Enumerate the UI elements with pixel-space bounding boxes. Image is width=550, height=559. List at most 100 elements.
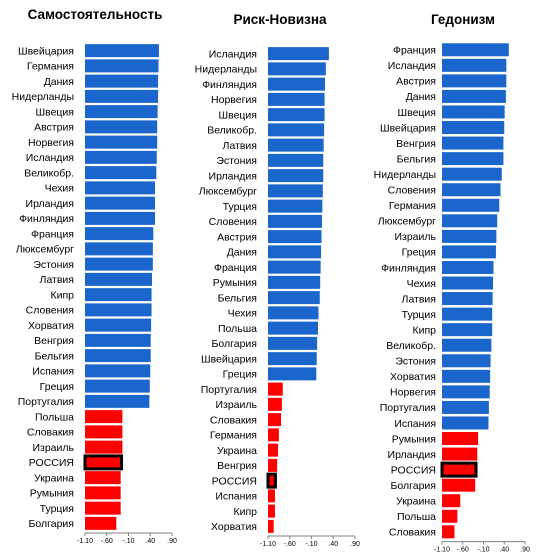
category-label: Германия [27, 61, 74, 73]
bar [268, 92, 325, 106]
bar [442, 89, 506, 103]
bar-highlighted [440, 461, 478, 478]
category-label: Чехия [407, 278, 436, 290]
x-tick-label: .90 [520, 547, 530, 554]
category-label: Греция [402, 247, 436, 259]
bar [268, 47, 329, 61]
category-label: Нидерланды [374, 169, 436, 181]
category-label: Швейцария [18, 45, 74, 57]
category-label: Швеция [219, 109, 258, 121]
category-label: Норвегия [211, 94, 257, 106]
category-label: Бельгия [218, 292, 257, 304]
category-label: Украина [34, 472, 74, 484]
category-label: Эстония [216, 155, 257, 167]
chart-title: Самостоятельность [28, 7, 163, 22]
bar [268, 489, 275, 503]
bar [85, 349, 151, 363]
bar [85, 288, 152, 302]
category-label: Польша [218, 323, 257, 335]
bar [85, 303, 152, 317]
bar [85, 150, 157, 164]
bar [268, 504, 275, 518]
x-tick-label: -.10 [305, 541, 317, 548]
bar [85, 471, 121, 485]
category-label: Словения [209, 216, 257, 228]
bar [442, 509, 458, 523]
bar [442, 323, 493, 337]
category-label: Португалия [18, 396, 74, 408]
category-label: Словения [388, 185, 436, 197]
bar [442, 121, 505, 135]
category-label: Израиль [215, 399, 257, 411]
bar [85, 486, 121, 500]
bar [268, 352, 317, 366]
category-label: Дания [406, 91, 436, 103]
category-label: Швеция [36, 106, 75, 118]
category-label: Венгрия [34, 335, 74, 347]
category-label: Великобр. [207, 125, 257, 137]
bar [268, 230, 322, 244]
category-label: РОССИЯ [212, 475, 257, 487]
bar [442, 167, 502, 181]
chart-panel-1: Самостоятельность Швейцария Германия Дания Н… [12, 7, 177, 545]
category-label: Турция [402, 309, 436, 321]
category-label: Ирландия [209, 170, 257, 182]
category-label: Испания [215, 491, 257, 503]
bar [268, 138, 324, 152]
category-label: Великобр. [24, 167, 74, 179]
x-tick-label: -.10 [477, 547, 489, 554]
bar [442, 354, 491, 368]
category-label: Украина [396, 496, 436, 508]
category-label: РОССИЯ [391, 464, 436, 476]
category-label: Германия [389, 200, 436, 212]
category-label: Эстония [33, 259, 74, 271]
bar [442, 494, 461, 508]
category-label: Бельгия [397, 153, 436, 165]
bar [268, 260, 321, 274]
bar [268, 77, 325, 91]
bar [85, 211, 156, 225]
bar [85, 272, 152, 286]
category-label: Болгария [212, 338, 257, 350]
bar [85, 74, 159, 88]
bar [442, 338, 492, 352]
bar [85, 181, 156, 195]
bar [85, 379, 150, 393]
category-label: Люксембург [378, 216, 436, 228]
bar [85, 89, 159, 103]
bar [442, 385, 490, 399]
bar [85, 59, 159, 73]
bar [268, 413, 282, 427]
category-label: Болгария [29, 518, 74, 530]
bar [85, 364, 151, 378]
category-label: Австрия [396, 76, 436, 88]
category-label: Болгария [391, 480, 436, 492]
category-label: Швеция [398, 107, 437, 119]
bar [442, 416, 489, 430]
category-label: Франция [393, 45, 436, 57]
category-label: Латвия [402, 293, 436, 305]
bar [85, 501, 121, 515]
x-tick-label: -.60 [101, 538, 113, 545]
category-label: Чехия [228, 308, 257, 320]
category-label: Норвегия [28, 137, 74, 149]
category-label: Швейцария [201, 353, 257, 365]
category-label: Португалия [380, 402, 436, 414]
bar [85, 105, 158, 119]
category-label: Словакия [27, 427, 74, 439]
x-tick-label: -.10 [122, 538, 134, 545]
bar [442, 447, 478, 461]
category-label: Португалия [201, 384, 257, 396]
category-label: Греция [40, 381, 74, 393]
bar [442, 136, 504, 150]
bar [442, 245, 496, 259]
category-label: Бельгия [35, 350, 74, 362]
category-label: Греция [223, 369, 257, 381]
bar [268, 397, 282, 411]
bar [442, 478, 476, 492]
category-label: Чехия [45, 183, 74, 195]
bar [442, 276, 494, 290]
bar [442, 400, 489, 414]
bar [85, 410, 123, 424]
